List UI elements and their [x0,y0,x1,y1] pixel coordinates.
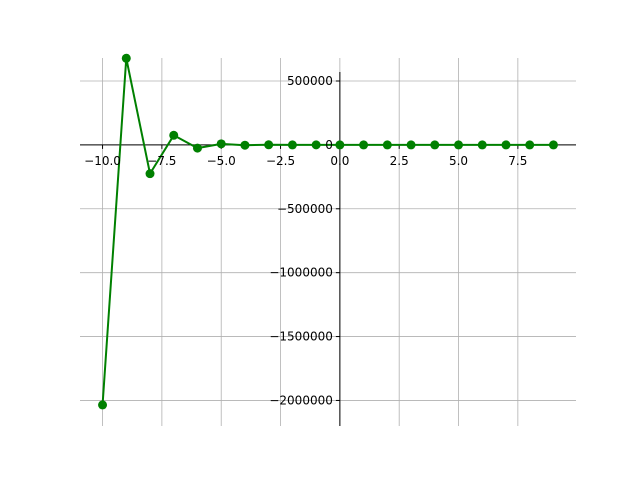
y-tick-label: −1500000 [269,330,333,344]
data-point [145,169,155,179]
data-point [216,139,226,149]
data-point [406,140,416,150]
data-point [501,140,511,150]
x-tick-label: −5.0 [207,154,236,168]
data-point [477,140,487,150]
series-group [98,53,558,410]
x-tick-label: 2.5 [390,154,409,168]
data-point [287,140,297,150]
y-tick-label: −1000000 [269,266,333,280]
grid [80,58,576,426]
data-point [98,400,108,410]
data-point [548,140,558,150]
x-tick-label: 7.5 [508,154,527,168]
data-point [311,140,321,150]
x-tick-label: −2.5 [266,154,295,168]
data-point [382,140,392,150]
tick-labels: −10.0 −7.5 −5.0 −2.5 0.0 2.5 5.0 7.5 500000 0 −500… [84,74,527,407]
y-tick-label: −2000000 [269,393,333,407]
data-point [192,143,202,153]
data-point [169,130,179,140]
series-line [101,57,554,405]
data-point [335,140,345,150]
data-point [525,140,535,150]
x-tick-label: −7.5 [147,154,176,168]
data-point [264,140,274,150]
y-tick-label: 0 [325,138,333,152]
data-point [121,53,131,63]
y-tick-label: 500000 [287,74,333,88]
data-point [454,140,464,150]
x-tick-label: −10.0 [84,154,121,168]
data-point [430,140,440,150]
x-tick-label: 0.0 [330,154,349,168]
x-tick-label: 5.0 [449,154,468,168]
y-tick-label: −500000 [277,202,333,216]
data-point [359,140,369,150]
data-point [240,140,250,150]
axes [80,72,576,426]
